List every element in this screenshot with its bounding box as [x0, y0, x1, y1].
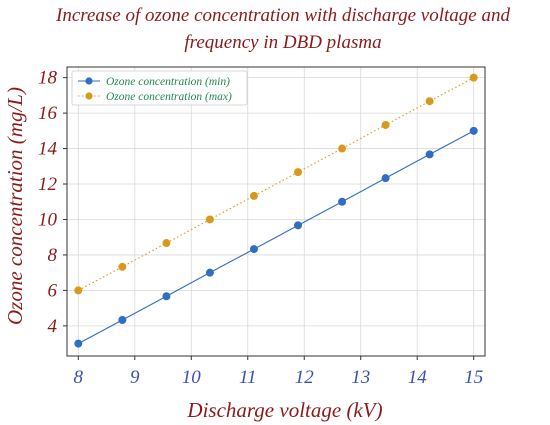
y-tick-label: 14 — [38, 139, 58, 160]
legend-swatch-marker-min — [85, 77, 93, 85]
data-point-min — [249, 245, 258, 254]
plot-frame — [66, 66, 486, 357]
x-tick-label: 15 — [464, 367, 483, 388]
data-point-max — [205, 215, 214, 224]
data-point-max — [381, 120, 390, 129]
x-axis-ticks: 8 9 10 11 12 13 14 15 — [74, 356, 483, 388]
data-point-min — [294, 221, 303, 230]
series-layer — [74, 73, 478, 348]
y-tick-label: 10 — [38, 209, 58, 230]
data-point-max — [294, 168, 303, 177]
y-tick-label: 12 — [38, 174, 58, 195]
legend-swatch-marker-max — [85, 92, 93, 100]
y-axis-label: Ozone concentration (mg/L) — [3, 87, 27, 325]
x-tick-label: 9 — [130, 367, 140, 388]
legend-box — [71, 70, 248, 106]
x-tick-label: 11 — [239, 367, 257, 388]
y-axis-ticks: 4 6 8 10 12 14 16 18 — [38, 68, 67, 337]
data-point-min — [205, 268, 214, 277]
y-tick-label: 18 — [38, 68, 58, 89]
data-point-min — [118, 316, 127, 325]
data-point-max — [338, 144, 347, 153]
x-tick-label: 12 — [295, 367, 315, 388]
series-line-min — [78, 130, 474, 345]
legend-label-max: Ozone concentration (max) — [106, 91, 232, 103]
series-line-max — [78, 77, 474, 291]
data-point-min — [381, 174, 390, 183]
data-point-max — [249, 191, 258, 200]
data-point-max — [469, 73, 478, 82]
data-point-min — [338, 197, 347, 206]
data-point-min — [162, 292, 171, 301]
x-tick-label: 10 — [182, 367, 202, 388]
chart-title-line-2: frequency in DBD plasma — [184, 32, 381, 53]
y-tick-label: 16 — [38, 103, 58, 124]
x-tick-label: 14 — [408, 367, 428, 388]
data-point-min — [469, 126, 478, 135]
x-tick-label: 13 — [351, 367, 370, 388]
x-tick-label: 8 — [74, 367, 84, 388]
grid — [67, 67, 485, 356]
data-point-max — [118, 262, 127, 271]
x-axis-label: Discharge voltage (kV) — [186, 398, 382, 422]
data-point-min — [425, 150, 434, 159]
y-tick-label: 4 — [48, 316, 58, 337]
chart-title-line-1: Increase of ozone concentration with dis… — [55, 5, 510, 26]
data-point-max — [425, 97, 434, 106]
y-tick-label: 8 — [48, 245, 58, 266]
data-point-min — [74, 339, 83, 348]
data-point-max — [162, 239, 171, 248]
data-point-max — [74, 286, 83, 295]
legend: Ozone concentration (min) Ozone concentra… — [71, 70, 248, 106]
legend-label-min: Ozone concentration (min) — [106, 76, 230, 88]
y-tick-label: 6 — [48, 280, 58, 301]
